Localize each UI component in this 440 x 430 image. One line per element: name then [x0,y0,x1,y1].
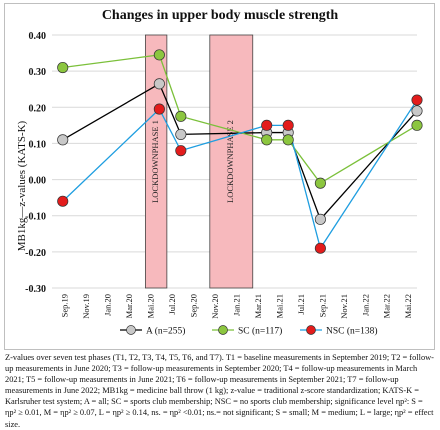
data-point [175,110,187,122]
x-tick-label: Sep.20 [189,294,199,317]
x-tick-label: Jan.20 [103,294,113,316]
lockdown-label: LOCKDOWNPHASE 2 [225,120,235,203]
data-point [175,145,187,157]
y-tick-label: -0.20 [25,248,46,259]
data-point [261,134,273,146]
y-tick-label: 0.10 [29,139,47,150]
data-point [175,128,187,140]
data-point [282,119,294,131]
data-point [153,78,165,90]
data-point [411,94,423,106]
x-tick-label: Nov.20 [210,294,220,319]
x-tick-label: Nov.19 [81,294,91,319]
legend-marker [218,325,228,335]
data-point [57,134,69,146]
legend-marker [306,325,316,335]
lockdown-region [144,34,168,289]
x-tick-label: Sep.21 [317,294,327,317]
x-tick-label: Nov.21 [339,294,349,319]
x-tick-label: Mai.22 [403,294,413,318]
y-tick-label: 0.20 [29,103,47,114]
figure-caption: Z-values over seven test phases (T1, T2,… [5,353,434,429]
chart-frame [4,3,435,350]
y-tick-label: 0.40 [29,31,47,42]
y-tick-label: -0.10 [25,212,46,223]
data-point [57,195,69,207]
data-point [411,119,423,131]
legend-marker [126,325,136,335]
lockdown-label: LOCKDOWNPHASE 1 [150,120,160,203]
data-point [282,134,294,146]
data-point [153,49,165,61]
x-tick-label: Mai.21 [274,294,284,318]
legend-label: A (n=255) [146,326,185,337]
y-tick-label: 0.30 [29,67,47,78]
lockdown-region [209,34,254,289]
x-tick-label: Mar.21 [253,294,263,318]
data-point [314,242,326,254]
x-tick-label: Jan.21 [231,294,241,316]
line-chart: -0.30 -0.20 -0.10 0.00 0.10 0.20 0.30 0.40 LOCKD… [25,31,423,337]
x-tick-label: Jul.20 [167,294,177,315]
y-tick-label: 0.00 [29,176,47,187]
data-point [314,213,326,225]
x-tick-label: Jul.21 [296,294,306,315]
legend-label: SC (n=117) [238,326,282,337]
legend-label: NSC (n=138) [326,326,378,337]
data-point [57,61,69,74]
chart-title: Changes in upper body muscle strength [101,8,339,23]
y-tick-label: -0.30 [25,284,46,295]
x-tick-label: Sep.19 [60,294,70,317]
figure: Changes in upper body muscle strength MB… [4,3,435,429]
x-tick-label: Mar.20 [124,294,134,318]
x-tick-label: Mai.20 [146,294,156,318]
x-tick-label: Jan.22 [360,294,370,316]
data-point [314,177,326,189]
data-point [411,105,423,117]
x-tick-label: Mar.22 [382,294,392,318]
data-point [261,119,273,131]
data-point [153,103,165,115]
